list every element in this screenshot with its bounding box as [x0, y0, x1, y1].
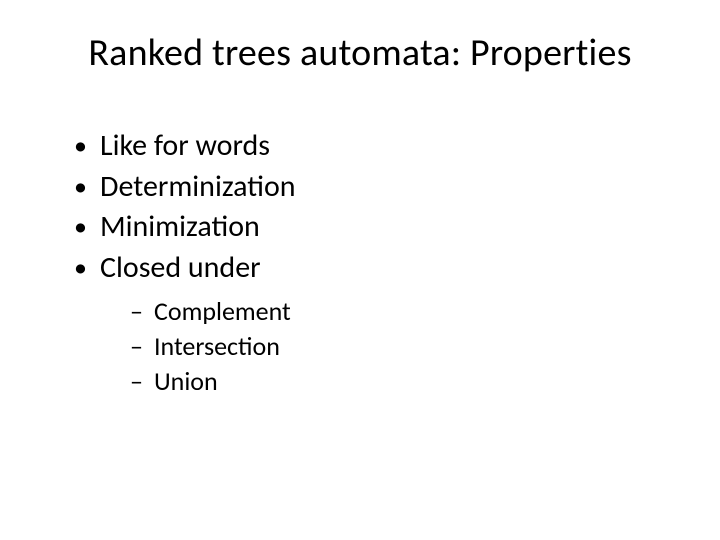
sub-bullet-text: Complement [154, 295, 291, 327]
list-item: Intersection [130, 329, 670, 364]
list-item: Union [130, 364, 670, 399]
sub-bullet-list: Complement Intersection Union [100, 294, 670, 399]
bullet-list: Like for words Determinization Minimizat… [50, 126, 670, 399]
bullet-text: Minimization [100, 208, 260, 245]
list-item: Determinization [74, 167, 670, 208]
slide: Ranked trees automata: Properties Like f… [0, 0, 720, 540]
list-item: Complement [130, 294, 670, 329]
sub-bullet-text: Intersection [154, 330, 280, 362]
bullet-text: Determinization [100, 168, 296, 205]
list-item: Minimization [74, 207, 670, 248]
bullet-text: Closed under [100, 249, 261, 286]
list-item: Closed under Complement Intersection Uni… [74, 248, 670, 400]
slide-title: Ranked trees automata: Properties [50, 30, 670, 76]
bullet-text: Like for words [100, 127, 270, 164]
sub-bullet-text: Union [154, 365, 218, 397]
list-item: Like for words [74, 126, 670, 167]
